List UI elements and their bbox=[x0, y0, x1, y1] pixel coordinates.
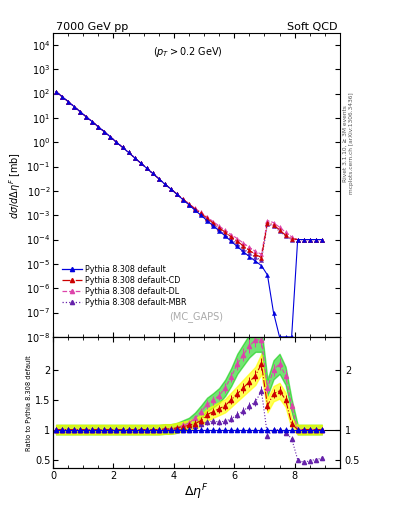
Legend: Pythia 8.308 default, Pythia 8.308 default-CD, Pythia 8.308 default-DL, Pythia 8: Pythia 8.308 default, Pythia 8.308 defau… bbox=[60, 263, 188, 309]
X-axis label: $\Delta\eta^F$: $\Delta\eta^F$ bbox=[184, 483, 209, 502]
Text: $(p_T > 0.2\ \mathrm{GeV})$: $(p_T > 0.2\ \mathrm{GeV})$ bbox=[153, 46, 223, 59]
Y-axis label: Ratio to Pythia 8.308 default: Ratio to Pythia 8.308 default bbox=[26, 355, 32, 451]
Text: Rivet 3.1.10, ≥ 3M events: Rivet 3.1.10, ≥ 3M events bbox=[343, 105, 347, 182]
Text: mcplots.cern.ch [arXiv:1306.3436]: mcplots.cern.ch [arXiv:1306.3436] bbox=[349, 93, 354, 194]
Text: Soft QCD: Soft QCD bbox=[286, 22, 337, 32]
Y-axis label: $d\sigma/d\Delta\eta^F$ [mb]: $d\sigma/d\Delta\eta^F$ [mb] bbox=[7, 152, 23, 219]
Text: 7000 GeV pp: 7000 GeV pp bbox=[56, 22, 128, 32]
Text: (MC_GAPS): (MC_GAPS) bbox=[169, 311, 224, 322]
